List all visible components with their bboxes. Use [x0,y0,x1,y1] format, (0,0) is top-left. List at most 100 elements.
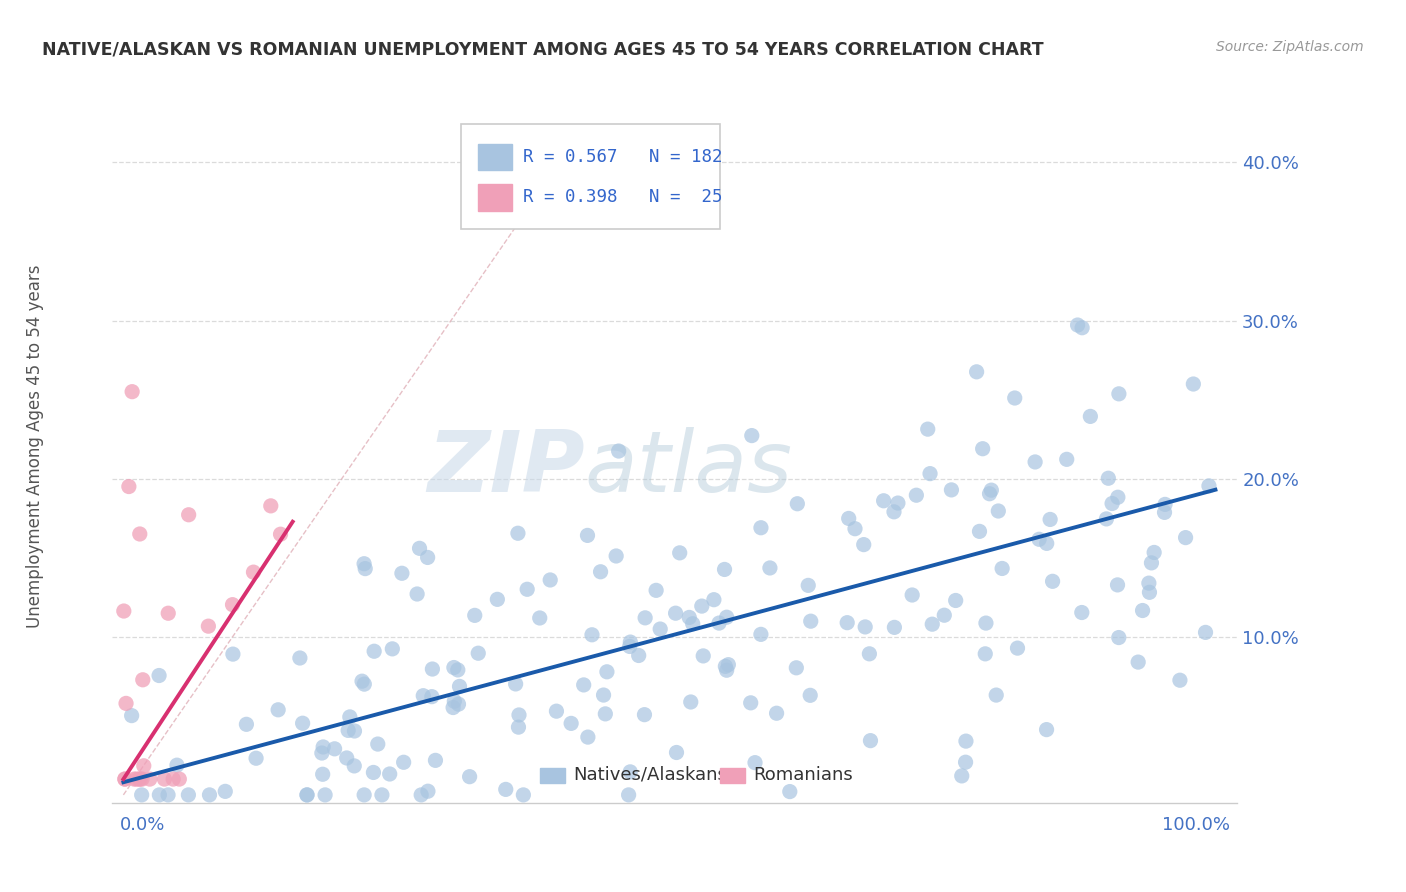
Point [1039,512,1062,526]
Point [353,677,375,691]
Point [1070,606,1092,620]
Point [1132,603,1154,617]
Point [1007,641,1029,656]
Point [267,703,290,717]
Bar [478,144,512,170]
Point [713,562,735,576]
Point [505,677,527,691]
Text: Unemployment Among Ages 45 to 54 years: Unemployment Among Ages 45 to 54 years [27,264,44,628]
Point [986,688,1008,702]
Point [945,593,967,607]
Point [323,741,346,756]
Point [619,764,641,779]
Point [408,541,430,556]
Point [157,788,180,802]
Point [132,673,155,687]
Point [121,708,143,723]
Point [765,706,787,721]
Bar [720,768,745,783]
Point [797,578,820,592]
Point [121,384,143,399]
Point [115,697,138,711]
Point [128,527,150,541]
Point [311,746,333,760]
Point [197,619,219,633]
Point [495,782,517,797]
Point [1143,545,1166,559]
Point [131,772,153,786]
Point [114,772,136,786]
Point [921,617,943,632]
Text: Source: ZipAtlas.com: Source: ZipAtlas.com [1216,40,1364,54]
Point [312,767,335,781]
Point [260,499,283,513]
Point [1004,391,1026,405]
Point [295,788,318,802]
Point [716,610,738,624]
Text: 0.0%: 0.0% [120,816,165,834]
Point [245,751,267,765]
Point [148,668,170,682]
Point [529,611,551,625]
Point [786,497,808,511]
Text: ZIP: ZIP [427,427,585,510]
Point [596,665,619,679]
Point [1080,409,1102,424]
Text: R = 0.398   N =  25: R = 0.398 N = 25 [523,188,723,206]
Point [339,710,361,724]
Point [581,628,603,642]
Point [443,660,465,674]
Point [1107,490,1129,504]
Point [118,479,141,493]
Point [887,496,910,510]
Point [560,716,582,731]
Point [416,784,439,798]
Point [221,598,243,612]
Point [800,614,823,628]
Point [1108,387,1130,401]
Point [749,521,772,535]
Point [508,720,530,734]
Text: Natives/Alaskans: Natives/Alaskans [574,766,727,784]
Point [1035,536,1057,550]
Point [411,788,433,802]
Point [363,765,385,780]
Point [222,647,245,661]
Point [354,561,377,575]
Point [153,772,176,786]
Point [378,767,401,781]
Point [668,546,690,560]
Point [595,706,617,721]
Point [966,365,988,379]
Point [917,422,939,436]
Point [169,772,191,786]
Point [122,772,145,786]
Point [634,611,657,625]
Point [785,661,807,675]
Point [1194,625,1216,640]
Point [412,689,434,703]
Point [853,620,876,634]
Point [883,620,905,634]
Point [592,688,614,702]
Point [198,788,221,802]
Point [112,604,135,618]
Point [486,592,509,607]
Point [353,788,375,802]
Point [979,487,1001,501]
Point [166,758,188,772]
Point [132,758,155,772]
Point [987,504,1010,518]
Point [678,610,700,624]
Point [1168,673,1191,688]
Point [1153,505,1175,519]
Point [749,627,772,641]
Text: 100.0%: 100.0% [1163,816,1230,834]
Point [650,622,672,636]
Point [665,746,688,760]
Point [422,662,444,676]
Point [538,573,561,587]
Point [692,648,714,663]
Point [449,680,471,694]
Point [420,690,443,704]
